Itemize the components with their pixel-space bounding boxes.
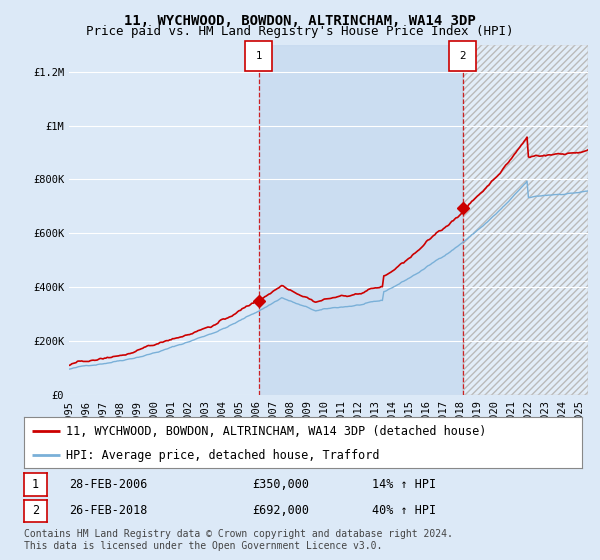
Text: 1: 1	[32, 478, 39, 491]
Text: HPI: Average price, detached house, Trafford: HPI: Average price, detached house, Traf…	[66, 449, 379, 461]
Text: Contains HM Land Registry data © Crown copyright and database right 2024.
This d: Contains HM Land Registry data © Crown c…	[24, 529, 453, 551]
Text: 11, WYCHWOOD, BOWDON, ALTRINCHAM, WA14 3DP: 11, WYCHWOOD, BOWDON, ALTRINCHAM, WA14 3…	[124, 14, 476, 28]
Text: 28-FEB-2006: 28-FEB-2006	[69, 478, 148, 491]
Text: 26-FEB-2018: 26-FEB-2018	[69, 504, 148, 517]
Text: 1: 1	[256, 51, 262, 61]
Text: Price paid vs. HM Land Registry's House Price Index (HPI): Price paid vs. HM Land Registry's House …	[86, 25, 514, 38]
Text: 11, WYCHWOOD, BOWDON, ALTRINCHAM, WA14 3DP (detached house): 11, WYCHWOOD, BOWDON, ALTRINCHAM, WA14 3…	[66, 425, 486, 438]
Text: 2: 2	[460, 51, 466, 61]
Text: £350,000: £350,000	[252, 478, 309, 491]
Text: 40% ↑ HPI: 40% ↑ HPI	[372, 504, 436, 517]
Bar	[463, 45, 588, 395]
FancyBboxPatch shape	[449, 41, 476, 71]
Text: 2: 2	[32, 504, 39, 517]
Text: £692,000: £692,000	[252, 504, 309, 517]
Text: 14% ↑ HPI: 14% ↑ HPI	[372, 478, 436, 491]
FancyBboxPatch shape	[245, 41, 272, 71]
Bar	[463, 45, 588, 395]
Bar	[259, 45, 463, 395]
